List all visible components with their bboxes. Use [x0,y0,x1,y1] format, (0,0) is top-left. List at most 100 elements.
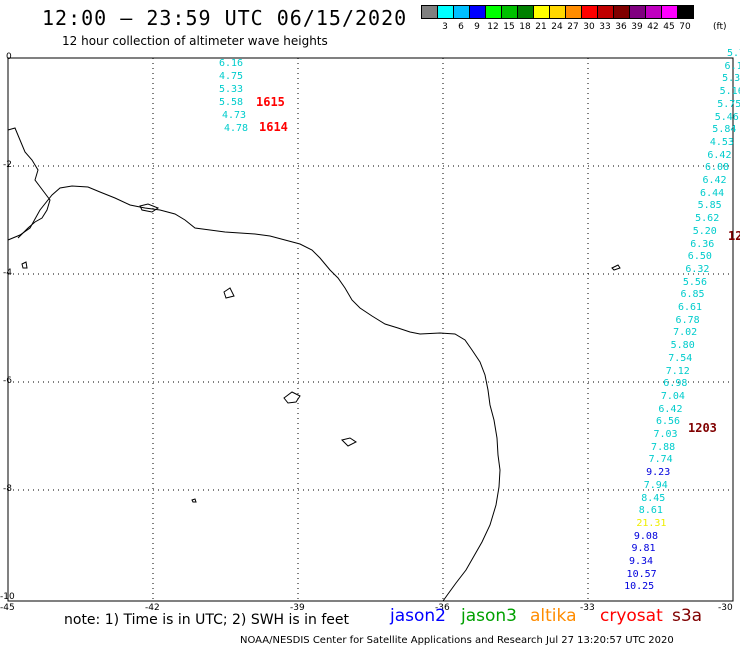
wave-height-value: 7.88 [651,441,676,453]
pass-time-label: 1615 [256,95,285,109]
island [341,437,357,447]
wave-height-value: 10.57 [626,568,657,580]
wave-height-value: 8.45 [641,492,666,504]
wave-height-value: 6.42 [658,403,683,415]
color-scale [421,5,694,19]
wave-height-value: 5.62 [695,213,720,225]
wave-height-value: 5.75 [717,98,740,110]
wave-height-value: 7.03 [653,429,678,440]
pass-time-label: 12 [728,229,740,243]
wave-height-value: 5.33 [219,84,244,95]
map-title: 12:00 – 23:59 UTC 06/15/2020 [42,6,408,30]
wave-height-value: 9.34 [629,556,654,567]
wave-height-value: 6.44 [700,187,725,199]
x-tick-label: -30 [718,603,733,613]
wave-height-value: 6.42 [707,149,732,161]
legend-jason2: jason2 [390,606,446,626]
wave-height-value: 8.61 [638,505,663,517]
wave-height-value: 7.54 [668,352,693,364]
color-scale-label: 12 [487,22,499,32]
legend-jason3: jason3 [461,606,517,626]
wave-height-value: 6.32 [685,263,710,275]
color-scale-label: 6 [458,22,464,32]
island [223,287,235,299]
pass-time-label: 1203 [688,421,717,435]
wave-height-value: 6.16 [219,58,244,69]
coastline [7,185,501,602]
map-grid [8,58,733,601]
wave-height-value: 6.78 [675,314,700,326]
wave-height-value: 4.78 [224,123,249,134]
color-scale-label: 33 [599,22,611,32]
wave-height-value: 6.42 [702,175,727,186]
legend-altika: altika [530,606,577,626]
color-scale-labels: 3 6 9 12 15 18 21 24 27 30 33 36 39 42 45 70 [421,22,693,32]
color-scale-label: 18 [519,22,531,32]
y-tick-label: -4 [3,268,12,278]
coastline-north [7,127,51,239]
x-tick-label: -33 [580,603,595,613]
color-scale-label: 3 [442,22,448,32]
wave-height-value: 6.85 [680,289,705,301]
wave-height-value: 9.08 [633,530,658,542]
wave-height-value: 7.12 [665,365,690,377]
color-scale-label: 70 [679,22,691,32]
wave-height-value: 5.20 [692,225,717,237]
color-scale-label: 24 [551,22,563,32]
wave-height-value: 4.53 [709,136,734,148]
wave-height-value: 10.25 [624,581,655,593]
wave-height-value: 5.7 [727,48,740,59]
wave-height-value: 6.08 [704,162,730,174]
wave-height-value: 5.46 [714,111,739,123]
wave-height-value: 6.56 [655,416,681,428]
island [139,203,160,213]
y-tick-label: -8 [3,484,12,494]
color-scale-label: 15 [503,22,515,32]
y-tick-label: -10 [0,592,15,602]
wave-height-value: 9.23 [646,467,671,479]
island [611,264,621,271]
color-scale-label: 9 [474,22,480,32]
footer-credit: NOAA/NESDIS Center for Satellite Applica… [240,635,674,646]
wave-height-value: 5.56 [682,276,707,288]
wave-height-value: 4.75 [219,71,244,82]
color-scale-label: 42 [647,22,659,32]
wave-height-value: 5.85 [697,200,722,212]
y-tick-label: 0 [6,52,12,62]
wave-height-value: 6.1 [724,60,740,72]
wave-height-value: 4.73 [222,110,247,121]
color-scale-label: 36 [615,22,627,32]
x-tick-label: -36 [435,603,450,613]
island [191,498,197,503]
wave-height-value: 5.80 [670,340,695,352]
wave-height-value: 21.31 [636,517,667,529]
wave-height-value: 5.16 [719,86,740,98]
wave-height-value: 7.02 [673,327,698,339]
map-frame [7,57,734,602]
wave-height-value: 6.50 [687,251,712,263]
y-tick-label: -2 [3,160,12,170]
note-text: note: 1) Time is in UTC; 2) SWH is in fe… [64,612,350,628]
x-tick-label: -39 [290,603,305,613]
wave-height-value: 5.84 [712,124,737,136]
wave-height-value: 7.74 [648,454,673,466]
wave-height-value: 6.61 [678,302,703,313]
color-scale-swatch [677,5,694,19]
wave-height-value: 7.04 [660,390,685,402]
map-subtitle: 12 hour collection of altimeter wave hei… [62,34,328,48]
legend-cryosat: cryosat [600,606,663,626]
color-scale-unit: (ft) [713,22,727,32]
color-scale-label: 30 [583,22,595,32]
wave-height-value: 9.81 [631,543,656,555]
island [283,391,301,404]
color-scale-label: 45 [663,22,675,32]
wave-height-value: 7.94 [643,479,668,491]
island [21,261,28,269]
color-scale-label: 39 [631,22,643,32]
wave-height-value: 5.58 [219,97,244,108]
wave-height-value: 6.36 [690,238,715,250]
x-tick-label: -45 [0,603,15,613]
color-scale-label: 21 [535,22,547,32]
